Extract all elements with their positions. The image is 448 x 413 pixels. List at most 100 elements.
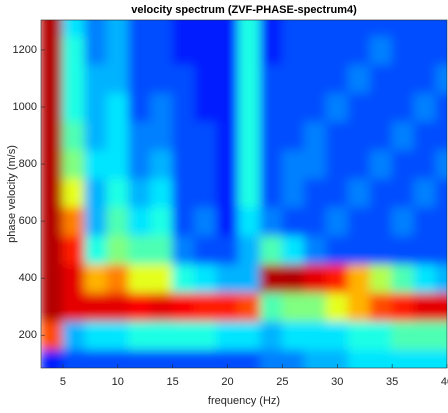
- x-tick-label: 10: [112, 376, 124, 388]
- heatmap-cell: [172, 177, 196, 208]
- x-tick-label: 15: [167, 376, 179, 388]
- heatmap-cell: [62, 348, 86, 368]
- heatmap-cell: [369, 348, 393, 368]
- heatmap-cell: [216, 291, 240, 322]
- heatmap-cell: [281, 120, 305, 151]
- x-tick-label: 5: [60, 376, 66, 388]
- heatmap-cell: [369, 92, 393, 122]
- heatmap-cell: [259, 92, 283, 122]
- heatmap-cell: [391, 320, 415, 350]
- heatmap-cell: [41, 177, 64, 208]
- heatmap-cell: [259, 320, 283, 350]
- heatmap-cell: [281, 348, 305, 368]
- heatmap-cell: [369, 20, 393, 37]
- y-tick-label: 1200: [13, 44, 37, 56]
- heatmap-cell: [84, 177, 108, 208]
- heatmap-cell: [413, 206, 437, 236]
- heatmap-cell: [413, 263, 437, 293]
- heatmap-cell: [413, 177, 437, 208]
- heatmap-cell: [259, 234, 283, 265]
- heatmap-cell: [435, 120, 447, 151]
- heatmap-cell: [128, 348, 152, 368]
- heatmap-cell: [369, 320, 393, 350]
- heatmap-cell: [172, 92, 196, 122]
- heatmap-cell: [128, 149, 152, 179]
- heatmap-cell: [128, 20, 152, 37]
- heatmap-cell: [435, 320, 447, 350]
- heatmap-cell: [281, 206, 305, 236]
- heatmap-cell: [347, 291, 371, 322]
- heatmap-cell: [303, 263, 327, 293]
- y-tick-label: 600: [19, 215, 37, 227]
- heatmap-cell: [435, 234, 447, 265]
- heatmap-cell: [281, 263, 305, 293]
- heatmap-cell: [391, 177, 415, 208]
- heatmap-cell: [238, 149, 261, 179]
- heatmap-cell: [391, 206, 415, 236]
- heatmap-cell: [128, 92, 152, 122]
- heatmap-cell: [391, 63, 415, 94]
- heatmap-cell: [303, 348, 327, 368]
- heatmap-cell: [84, 120, 108, 151]
- heatmap-cell: [238, 291, 261, 322]
- heatmap-cell: [172, 234, 196, 265]
- heatmap-cell: [106, 177, 130, 208]
- heatmap-cell: [325, 234, 349, 265]
- heatmap-cell: [84, 348, 108, 368]
- heatmap-cell: [259, 35, 283, 65]
- heatmap-cell: [325, 149, 349, 179]
- heatmap-cell: [347, 234, 371, 265]
- heatmap-cell: [391, 35, 415, 65]
- heatmap-cell: [84, 63, 108, 94]
- heatmap-cell: [325, 320, 349, 350]
- heatmap-cell: [303, 20, 327, 37]
- heatmap-cell: [106, 20, 130, 37]
- heatmap-cell: [216, 206, 240, 236]
- y-tick-label: 200: [19, 329, 37, 341]
- heatmap-cell: [62, 120, 86, 151]
- heatmap-cell: [106, 149, 130, 179]
- heatmap-cell: [435, 177, 447, 208]
- heatmap-cell: [194, 320, 218, 350]
- heatmap-cell: [435, 63, 447, 94]
- heatmap-cell: [150, 206, 174, 236]
- heatmap-cell: [281, 320, 305, 350]
- heatmap-cell: [435, 35, 447, 65]
- heatmap-cell: [238, 63, 261, 94]
- heatmap-cell: [84, 263, 108, 293]
- heatmap-cell: [62, 234, 86, 265]
- heatmap-cell: [325, 20, 349, 37]
- heatmap-cell: [216, 63, 240, 94]
- heatmap-cell: [128, 206, 152, 236]
- heatmap-cell: [172, 263, 196, 293]
- heatmap-cell: [259, 263, 283, 293]
- heatmap-cell: [391, 120, 415, 151]
- heatmap-cell: [413, 63, 437, 94]
- heatmap-cell: [238, 35, 261, 65]
- heatmap-cell: [369, 35, 393, 65]
- heatmap-cell: [369, 234, 393, 265]
- heatmap-cell: [391, 234, 415, 265]
- heatmap-cell: [435, 206, 447, 236]
- heatmap-cell: [106, 263, 130, 293]
- heatmap-cell: [281, 92, 305, 122]
- heatmap-cell: [106, 206, 130, 236]
- heatmap-cell: [84, 234, 108, 265]
- heatmap-cell: [172, 120, 196, 151]
- heatmap-cell: [84, 35, 108, 65]
- heatmap-cell: [259, 348, 283, 368]
- heatmap-cell: [413, 234, 437, 265]
- heatmap-cell: [281, 63, 305, 94]
- heatmap-cell: [172, 320, 196, 350]
- heatmap-cell: [150, 177, 174, 208]
- plot-frame: [40, 19, 448, 369]
- heatmap-cell: [303, 234, 327, 265]
- heatmap-cell: [216, 263, 240, 293]
- heatmap-cell: [62, 63, 86, 94]
- y-tick-label: 1000: [13, 101, 37, 113]
- axes: 5 10 15 20 25 30 35 40 200 400 600 800 1000 1200: [13, 19, 448, 388]
- heatmap-cell: [347, 263, 371, 293]
- y-tick-label: 400: [19, 272, 37, 284]
- y-axis-label: phase velocity (m/s): [6, 145, 18, 243]
